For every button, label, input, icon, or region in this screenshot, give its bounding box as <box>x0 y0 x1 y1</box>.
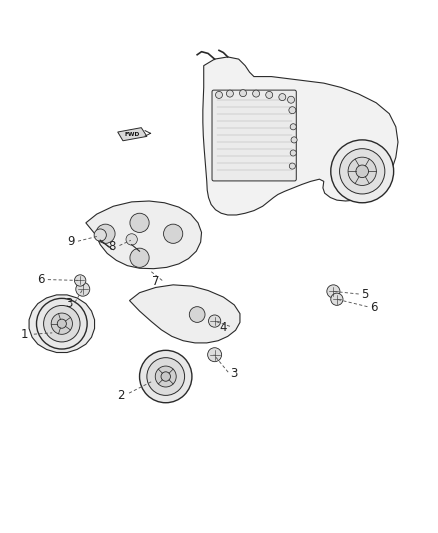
Circle shape <box>126 234 138 245</box>
Circle shape <box>94 229 106 241</box>
Circle shape <box>163 224 183 244</box>
Circle shape <box>331 140 394 203</box>
Text: 3: 3 <box>65 297 72 310</box>
Circle shape <box>348 157 376 185</box>
Text: 3: 3 <box>230 367 238 380</box>
Circle shape <box>226 90 233 97</box>
Circle shape <box>44 305 80 342</box>
Circle shape <box>76 282 90 296</box>
Polygon shape <box>86 201 201 269</box>
Circle shape <box>74 275 86 286</box>
Circle shape <box>57 319 67 328</box>
Text: 9: 9 <box>68 235 75 248</box>
Circle shape <box>36 298 87 349</box>
Circle shape <box>356 165 368 177</box>
Circle shape <box>130 213 149 232</box>
Circle shape <box>208 315 221 327</box>
Circle shape <box>189 306 205 322</box>
Circle shape <box>289 163 295 169</box>
Polygon shape <box>203 57 398 215</box>
Text: 8: 8 <box>108 240 116 253</box>
Circle shape <box>161 372 170 381</box>
Text: 5: 5 <box>362 288 369 301</box>
Circle shape <box>339 149 385 194</box>
Text: 2: 2 <box>117 389 124 402</box>
Circle shape <box>140 350 192 403</box>
Circle shape <box>288 96 294 103</box>
Circle shape <box>208 348 222 362</box>
Circle shape <box>331 293 343 305</box>
Text: 7: 7 <box>152 275 159 288</box>
Circle shape <box>289 107 296 114</box>
Circle shape <box>290 150 296 156</box>
Polygon shape <box>130 285 240 343</box>
Circle shape <box>240 90 247 96</box>
Circle shape <box>290 124 296 130</box>
Polygon shape <box>29 295 95 352</box>
Circle shape <box>291 137 297 143</box>
Circle shape <box>279 94 286 101</box>
Text: 4: 4 <box>219 321 227 334</box>
Polygon shape <box>118 128 147 141</box>
Circle shape <box>215 92 223 99</box>
Text: FWD: FWD <box>125 132 140 136</box>
Text: 1: 1 <box>21 328 28 341</box>
Text: 6: 6 <box>370 302 378 314</box>
Circle shape <box>96 224 115 244</box>
FancyBboxPatch shape <box>212 90 296 181</box>
Text: 6: 6 <box>37 273 45 286</box>
Circle shape <box>266 92 273 99</box>
Circle shape <box>155 366 176 387</box>
Circle shape <box>147 358 184 395</box>
Circle shape <box>327 285 340 298</box>
Circle shape <box>253 90 260 97</box>
Circle shape <box>51 313 72 334</box>
Circle shape <box>130 248 149 268</box>
